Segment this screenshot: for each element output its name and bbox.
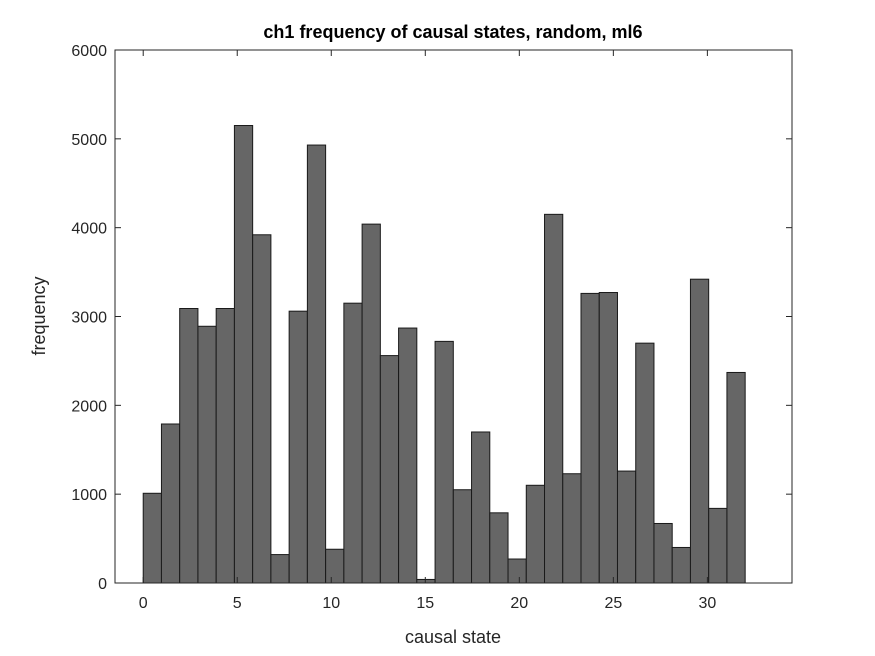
- x-tick-label: 0: [139, 595, 148, 612]
- bar-8: [288, 310, 308, 584]
- x-tick-label: 10: [322, 595, 340, 612]
- bar-25: [598, 292, 618, 584]
- y-axis-label: frequency: [29, 276, 49, 355]
- x-tick-label: 20: [510, 595, 528, 612]
- bar-24: [580, 292, 600, 584]
- bar-2: [179, 308, 199, 584]
- bar-31: [708, 507, 728, 584]
- bar-20: [507, 558, 527, 584]
- bar-5: [233, 125, 254, 584]
- bar-27: [635, 342, 655, 584]
- bar-29: [671, 546, 691, 584]
- bar-11: [343, 302, 363, 584]
- x-axis-label: causal state: [405, 627, 501, 647]
- bar-23: [562, 473, 582, 584]
- x-tick-label: 25: [604, 595, 622, 612]
- bar-15: [416, 578, 436, 584]
- y-tick-label: 1000: [71, 487, 107, 504]
- chart-title: ch1 frequency of causal states, random, …: [263, 22, 642, 42]
- y-tick-label: 4000: [71, 221, 107, 238]
- bar-17: [452, 489, 473, 584]
- bar-14: [398, 327, 418, 584]
- bar-9: [306, 144, 327, 584]
- bar-19: [489, 512, 509, 584]
- y-axis: 0 1000 2000 3000 4000 5000 6000: [71, 43, 792, 593]
- bar-3: [197, 325, 217, 584]
- bar-21: [525, 484, 546, 584]
- x-tick-label: 30: [698, 595, 716, 612]
- y-tick-label: 2000: [71, 398, 107, 415]
- y-tick-label: 6000: [71, 43, 107, 60]
- bar-16: [434, 340, 454, 584]
- bar-12: [361, 223, 381, 584]
- bar-18: [471, 431, 491, 584]
- x-tick-label: 15: [416, 595, 434, 612]
- bar-30: [689, 278, 710, 584]
- bar-0: [142, 492, 162, 584]
- y-tick-label: 5000: [71, 132, 107, 149]
- bar-22: [544, 213, 564, 584]
- y-tick-label: 0: [98, 576, 107, 593]
- bar-6: [252, 234, 272, 584]
- bar-7: [270, 554, 290, 584]
- x-tick-label: 5: [233, 595, 242, 612]
- bar-10: [325, 548, 345, 584]
- bar-13: [379, 355, 400, 584]
- bar-1: [160, 423, 181, 584]
- bar-28: [653, 522, 673, 584]
- bar-32: [726, 371, 746, 584]
- bars-group: [142, 125, 746, 584]
- x-axis: 0 5 10 15 20 25 30: [139, 50, 716, 612]
- y-tick-label: 3000: [71, 310, 107, 327]
- bar-4: [215, 308, 235, 584]
- bar-26: [616, 470, 637, 584]
